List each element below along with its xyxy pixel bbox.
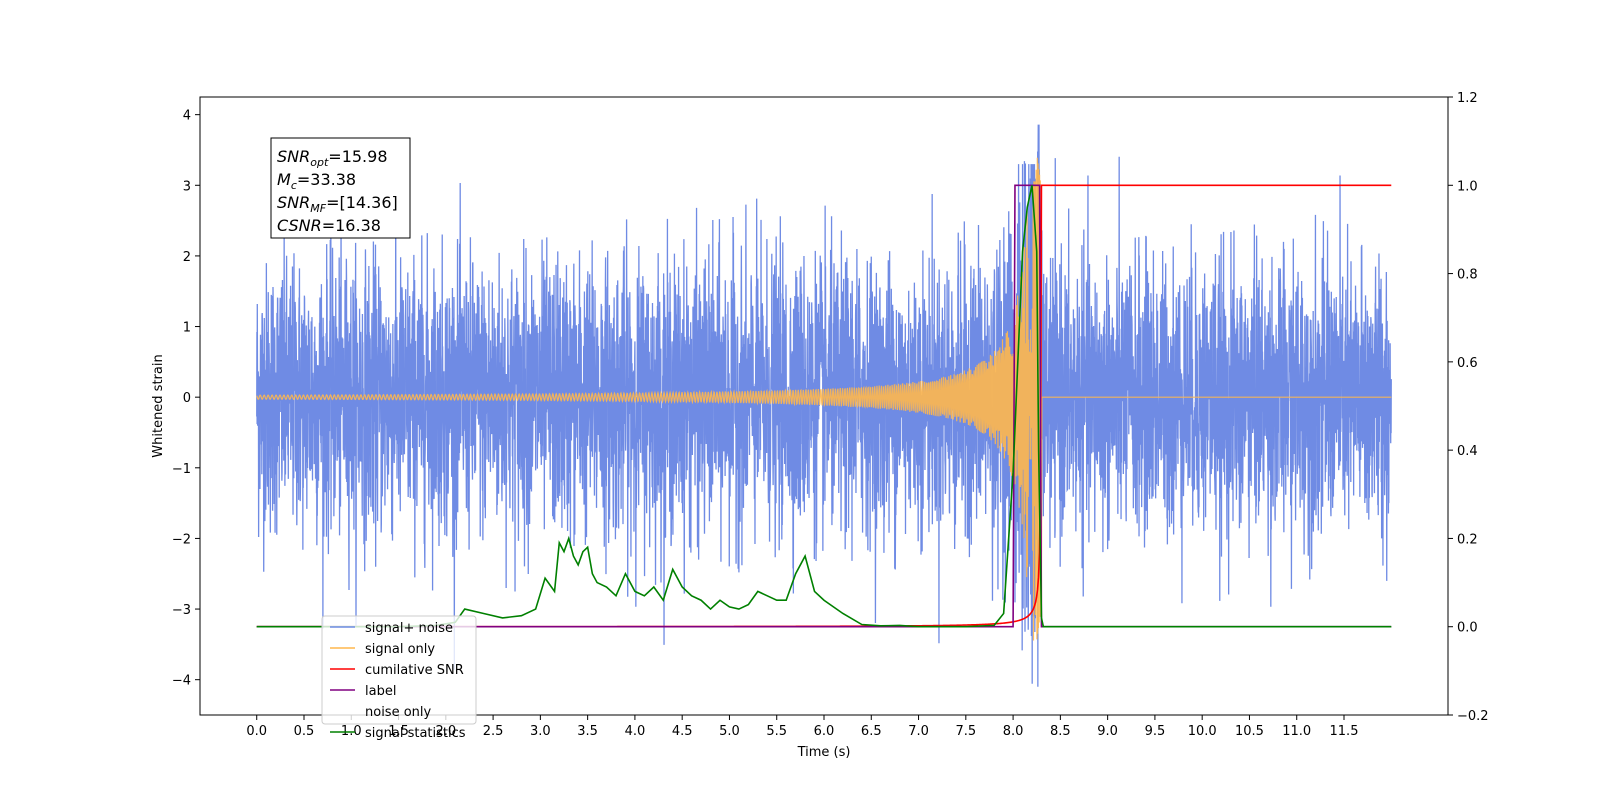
x-tick-label: 8.5 <box>1050 724 1071 739</box>
y-right-tick-label: 0.2 <box>1457 532 1478 547</box>
x-tick-label: 4.0 <box>625 724 646 739</box>
x-tick-label: 11.5 <box>1330 724 1359 739</box>
x-tick-label: 6.0 <box>814 724 835 739</box>
y-tick-label: 0 <box>183 391 191 406</box>
y-right-tick-label: 0.0 <box>1457 621 1478 636</box>
y-tick-label: 4 <box>183 109 191 124</box>
y-tick-label: 3 <box>183 179 191 194</box>
legend-entry-label: label <box>365 684 396 699</box>
stats-line: SNRopt=15.98 <box>277 147 388 169</box>
x-tick-label: 4.5 <box>672 724 693 739</box>
stats-box-frame <box>270 137 411 239</box>
series-signal-statistics-line <box>256 185 1392 628</box>
y-right-tick-label: −0.2 <box>1457 709 1489 724</box>
x-tick-label: 2.5 <box>483 724 504 739</box>
stats-line: SNRMF=[14.36] <box>277 193 398 215</box>
x-tick-label: 9.0 <box>1097 724 1118 739</box>
y-tick-label: −3 <box>172 603 191 618</box>
y-right-axis-ticks: −0.2 0.0 0.2 0.4 0.6 0.8 1.0 1.2 <box>1448 91 1489 724</box>
x-axis-ticks: 0.0 0.5 1.0 1.5 2.0 2.5 3.0 3.5 4.0 4.5 5.0 5.5 6.0 6… <box>246 715 1358 739</box>
y-right-tick-label: 0.8 <box>1457 268 1478 283</box>
x-tick-label: 5.0 <box>719 724 740 739</box>
x-tick-label: 0.0 <box>246 724 267 739</box>
legend-entry-label: cumilative SNR <box>365 663 464 678</box>
x-tick-label: 7.0 <box>908 724 929 739</box>
x-tick-label: 3.0 <box>530 724 551 739</box>
x-tick-label: 0.5 <box>294 724 315 739</box>
y-right-tick-label: 0.6 <box>1457 356 1478 371</box>
y-right-tick-label: 1.0 <box>1457 179 1478 194</box>
y-axis-ticks: −4 −3 −2 −1 0 1 2 3 4 <box>172 109 200 689</box>
x-tick-label: 1.5 <box>388 724 409 739</box>
x-axis-label: Time (s) <box>797 745 851 760</box>
x-tick-label: 10.0 <box>1188 724 1217 739</box>
stats-annotation-box: SNRopt=15.98Mc=33.38SNRMF=[14.36]CSNR=16… <box>270 137 411 239</box>
y-axis-label: Whitened strain <box>151 354 166 457</box>
y-tick-label: 2 <box>183 250 191 265</box>
x-tick-label: 11.0 <box>1282 724 1311 739</box>
legend-entry-label: signal+ noise <box>365 621 453 636</box>
legend-entry-label: noise only <box>365 705 432 720</box>
y-tick-label: −4 <box>172 674 191 689</box>
legend-frame <box>321 615 477 725</box>
x-tick-label: 9.5 <box>1145 724 1166 739</box>
legend: signal+ noise signal only cumilative SNR la… <box>321 615 477 741</box>
y-right-tick-label: 1.2 <box>1457 91 1478 106</box>
series-signal-noise-line <box>256 124 1392 687</box>
stats-line: CSNR=16.38 <box>277 216 381 235</box>
x-tick-label: 10.5 <box>1235 724 1264 739</box>
x-tick-label: 5.5 <box>766 724 787 739</box>
x-tick-label: 3.5 <box>577 724 598 739</box>
legend-entry-label: signal only <box>365 642 435 657</box>
x-tick-label: 7.5 <box>955 724 976 739</box>
y-tick-label: 1 <box>183 321 191 336</box>
x-tick-label: 2.0 <box>435 724 456 739</box>
stats-line: Mc=33.38 <box>277 170 356 192</box>
series-signal-only-line <box>256 157 1392 641</box>
y-tick-label: −2 <box>172 532 191 547</box>
x-tick-label: 6.5 <box>861 724 882 739</box>
legend-entry-label: signal statistics <box>365 726 466 741</box>
y-tick-label: −1 <box>172 462 191 477</box>
y-right-tick-label: 0.4 <box>1457 444 1478 459</box>
x-tick-label: 8.0 <box>1003 724 1024 739</box>
